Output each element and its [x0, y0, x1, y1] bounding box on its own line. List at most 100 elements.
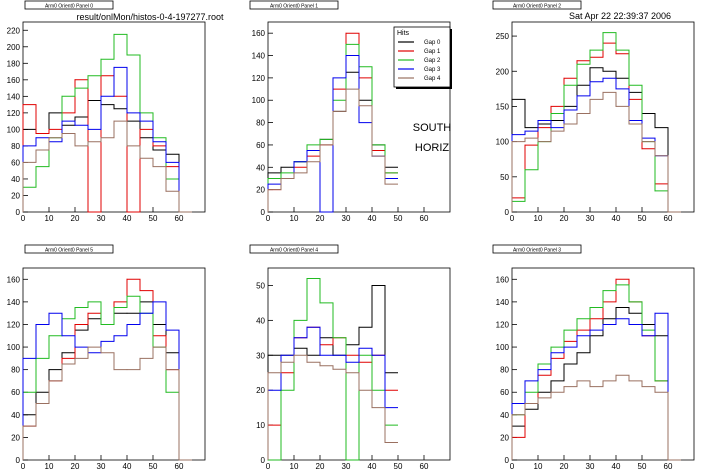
data-point — [345, 88, 347, 90]
data-point — [100, 352, 102, 354]
series-line — [267, 326, 398, 460]
data-point — [22, 161, 24, 163]
y-tick-label: 60 — [256, 141, 265, 150]
data-point — [100, 137, 102, 139]
x-tick-label: 50 — [638, 462, 647, 469]
y-tick-label: 0 — [16, 208, 21, 217]
chart-panel-3: Arm0 Orient0 Panel 502040608010012014016… — [7, 244, 206, 469]
series-line — [22, 295, 192, 461]
x-tick-label: 60 — [664, 462, 673, 469]
data-point — [641, 386, 643, 388]
data-point — [358, 105, 360, 107]
y-tick-label: 160 — [252, 29, 266, 38]
x-tick-label: 40 — [612, 214, 621, 223]
data-point — [550, 127, 552, 129]
chart-title: Arm0 Orient0 Panel 5 — [45, 248, 93, 254]
data-point — [48, 312, 50, 314]
data-point — [332, 110, 334, 112]
data-point — [550, 352, 552, 354]
data-point — [113, 120, 115, 122]
chart-panel-0: Arm0 Orient0 Panel 002040608010012014016… — [7, 0, 206, 223]
y-tick-label: 60 — [11, 388, 20, 397]
series-line — [511, 91, 681, 213]
data-point — [537, 397, 539, 399]
data-point — [511, 134, 513, 136]
data-point — [87, 346, 89, 348]
data-point — [537, 363, 539, 365]
data-point — [319, 302, 321, 304]
data-point — [35, 133, 37, 134]
data-point — [524, 130, 526, 132]
x-tick-label: 60 — [175, 214, 184, 223]
data-point — [152, 149, 154, 151]
y-tick-label: 120 — [7, 109, 21, 118]
data-point — [267, 172, 269, 174]
data-point — [319, 365, 321, 367]
data-point — [602, 290, 604, 292]
y-tick-label: 50 — [256, 281, 265, 290]
y-tick-label: 150 — [496, 102, 510, 111]
data-point — [654, 391, 656, 393]
x-tick-label: 10 — [45, 214, 54, 223]
y-tick-label: 200 — [496, 67, 510, 76]
data-point — [178, 459, 180, 461]
data-point — [615, 53, 617, 55]
legend: Hits Gap 0 Gap 1 Gap 2 Gap 3 Gap 4 — [393, 26, 452, 89]
data-point — [100, 340, 102, 342]
y-tick-label: 100 — [252, 96, 266, 105]
chart-title-box — [249, 0, 339, 10]
chart-title: Arm0 Orient0 Panel 2 — [513, 4, 561, 10]
data-point — [126, 369, 128, 371]
legend-entry: Gap 0 — [424, 40, 441, 46]
data-point — [667, 459, 669, 461]
data-point — [524, 137, 526, 139]
data-point — [100, 324, 102, 325]
x-tick-label: 60 — [420, 462, 429, 469]
data-point — [358, 326, 360, 328]
data-point — [74, 79, 76, 81]
x-tick-label: 0 — [21, 462, 26, 469]
y-tick-label: 160 — [7, 76, 21, 85]
y-tick-label: 220 — [7, 26, 21, 35]
data-point — [165, 369, 167, 371]
data-point — [641, 141, 643, 143]
chart-title-box — [24, 0, 114, 10]
data-point — [563, 109, 565, 111]
data-point — [602, 324, 604, 325]
series-line — [22, 346, 192, 461]
data-point — [319, 144, 321, 146]
data-point — [576, 380, 578, 382]
data-point — [48, 112, 50, 114]
y-tick-label: 50 — [500, 173, 509, 182]
data-point — [113, 301, 115, 303]
data-point — [654, 312, 656, 314]
data-point — [35, 166, 37, 168]
data-point — [113, 66, 115, 68]
x-tick-label: 60 — [664, 214, 673, 223]
y-tick-label: 30 — [256, 351, 265, 360]
y-tick-label: 60 — [11, 158, 20, 167]
data-point — [22, 357, 24, 359]
data-point — [267, 189, 269, 191]
data-point — [589, 81, 591, 83]
data-point — [589, 67, 591, 69]
data-point — [589, 329, 591, 331]
data-point — [524, 169, 526, 171]
data-point — [35, 149, 37, 151]
data-point — [628, 312, 630, 314]
data-point — [550, 105, 552, 107]
data-point — [628, 84, 630, 86]
data-point — [628, 324, 630, 325]
data-point — [602, 380, 604, 382]
data-point — [563, 363, 565, 365]
data-point — [576, 318, 578, 320]
data-point — [511, 98, 513, 100]
annotation-horiz: HORIZ — [415, 142, 450, 154]
data-point — [550, 346, 552, 348]
data-point — [74, 357, 76, 359]
data-point — [345, 32, 347, 34]
data-point — [35, 137, 37, 139]
x-tick-label: 50 — [394, 462, 403, 469]
y-tick-label: 80 — [500, 366, 509, 375]
